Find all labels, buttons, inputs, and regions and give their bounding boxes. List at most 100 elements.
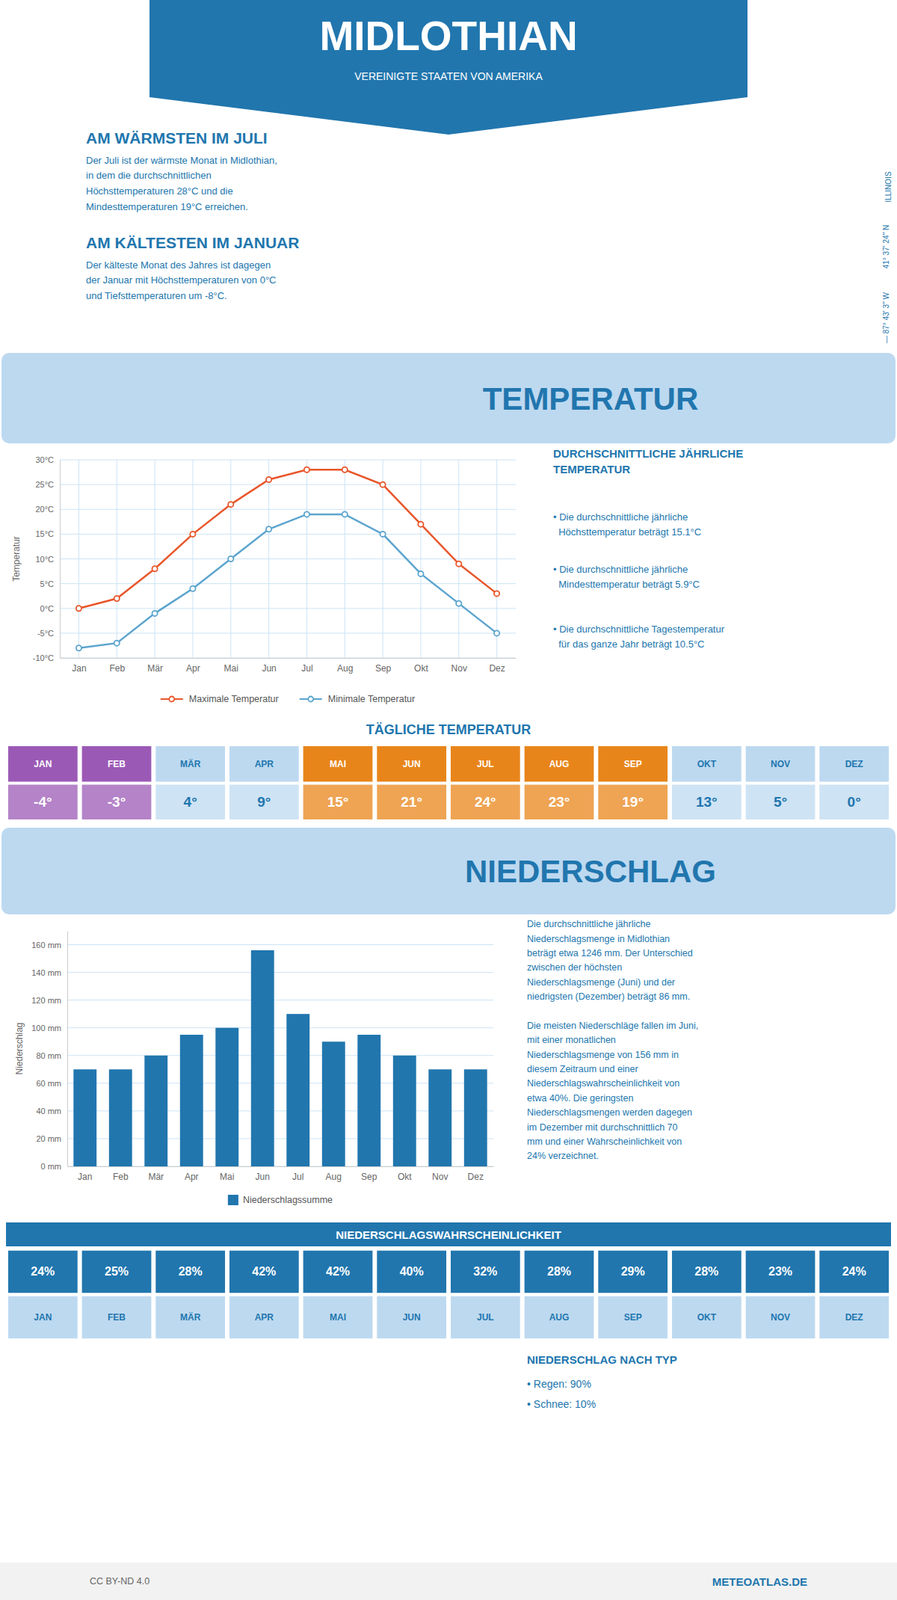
tile-value [8, 784, 78, 821]
text-line: Mindesttemperatur beträgt 5.9°C [553, 578, 700, 590]
text-line: für das ganze Jahr beträgt 10.5°C [553, 638, 705, 650]
tick-label: Mär [148, 1171, 164, 1182]
info-text: Der Juli ist der wärmste Monat in Midlot… [85, 154, 278, 213]
text-line: • Regen: 90% [526, 1377, 592, 1390]
grid-line [67, 1054, 494, 1056]
y-tick: 30°C [35, 455, 60, 465]
data-label: 25% [104, 1264, 129, 1278]
tick-label: 0 mm [41, 1161, 63, 1171]
x-tick: Nov [451, 657, 468, 674]
axis-line [68, 1166, 495, 1167]
text-line: Die durchschnittliche jährliche [526, 918, 651, 930]
data-label: 19° [621, 793, 644, 810]
legend-item: Minimale Temperatur [299, 693, 415, 705]
y-tick: 20 mm [35, 1133, 68, 1143]
tick-label: Apr [186, 663, 201, 674]
plot [67, 930, 494, 1167]
y-tick: 120 mm [31, 995, 68, 1005]
grid-line [420, 459, 421, 658]
tick-label: Aug [337, 663, 353, 674]
x-tick: Okt [414, 657, 429, 674]
y-tick: 15°C [35, 529, 60, 539]
point [379, 482, 385, 488]
point [114, 595, 120, 601]
tile-value [155, 1250, 225, 1294]
coordinates: — 87° 43' 3'' W [882, 291, 891, 344]
tick-label: 15°C [35, 529, 54, 539]
y-axis: 0 mm20 mm40 mm60 mm80 mm100 mm120 mm140 … [31, 931, 68, 1172]
point [455, 561, 462, 567]
text-line: Niederschlagsmenge (Juni) und der [526, 976, 675, 988]
data-label: 21° [400, 793, 423, 810]
tick-label: Jan [71, 663, 86, 674]
stats-heading: DURCHSCHNITTLICHE JÄHRLICHETEMPERATUR [553, 447, 744, 476]
tile-value [672, 1250, 742, 1294]
y-axis: -10°C-5°C0°C5°C10°C15°C20°C25°C30°C [32, 455, 61, 663]
x-tick: Jan [71, 657, 86, 674]
x-tick: Sep [375, 657, 392, 674]
tile-value [82, 1250, 152, 1294]
marks [73, 950, 487, 1167]
data-label: 28% [694, 1264, 719, 1278]
y-axis-title: Temperatur [11, 535, 22, 582]
chart-title: TEMPERATUR [482, 381, 699, 417]
x-tick: Jun [261, 657, 276, 674]
page-title: MIDLOTHIAN [319, 12, 578, 60]
tick-label: Nov [432, 1171, 448, 1182]
tile-header [598, 746, 668, 782]
tick-label: 30°C [35, 455, 54, 465]
tick-label: Aug [325, 1171, 342, 1182]
tile-header [229, 746, 299, 782]
point [189, 531, 196, 537]
bar [464, 1068, 488, 1167]
tile-header [450, 1296, 521, 1339]
tick-label: 10°C [35, 554, 54, 564]
grid-line [59, 558, 516, 560]
grid-line [59, 657, 516, 659]
grid-line [59, 533, 516, 535]
tile-value [746, 1250, 816, 1294]
grid-line [382, 459, 384, 658]
tile-header [524, 746, 595, 782]
legend-item: Maximale Temperatur [160, 693, 279, 705]
x-tick: Jul [301, 657, 313, 674]
tile-header [155, 746, 225, 782]
x-tick: Jan [77, 1166, 92, 1182]
text-line: Niederschlagsmengen werden dagegen [526, 1107, 693, 1118]
tick-label: 120 mm [31, 995, 62, 1005]
precip-text: Die durchschnittliche jährliche Niedersch… [526, 918, 699, 1161]
text-line: Die meisten Niederschläge fallen im Juni… [526, 1020, 699, 1031]
legend-item: Niederschlagssumme [227, 1194, 333, 1205]
data-label: 29% [621, 1264, 646, 1278]
tile-value [303, 1250, 374, 1294]
tile-value [229, 1250, 299, 1294]
y-axis-title: Niederschlag [14, 1021, 25, 1075]
type-bullet: • Schnee: 10% [526, 1397, 596, 1410]
tile-value [376, 784, 447, 821]
data-label: 28% [178, 1264, 203, 1278]
type-bullet: • Regen: 90% [526, 1377, 592, 1390]
tile-value [376, 1250, 447, 1294]
tile-label: FEB [107, 758, 126, 770]
x-tick: Mär [148, 1166, 164, 1182]
y-tick: 140 mm [31, 968, 68, 977]
chart-annotations: DURCHSCHNITTLICHE JÄHRLICHETEMPERATUR• D… [553, 447, 744, 650]
text-line: AM WÄRMSTEN IM JULI [85, 129, 268, 147]
point [227, 556, 234, 562]
grid-line [306, 459, 308, 658]
tick-label: Jan [77, 1171, 92, 1182]
tick-label: 0°C [40, 603, 55, 613]
data-label: 32% [473, 1264, 498, 1278]
y-tick: 60 mm [35, 1078, 68, 1088]
data-label: 42% [251, 1264, 276, 1278]
text-line: mm und einer Wahrscheinlichkeit von [526, 1136, 682, 1147]
tile-header [229, 1296, 299, 1339]
tile-value [450, 1250, 521, 1294]
tile-header [819, 1296, 889, 1339]
point [379, 531, 385, 537]
tile-label: AUG [549, 1311, 570, 1323]
text-line: Der Juli ist der wärmste Monat in Midlot… [85, 154, 278, 166]
x-tick: Aug [337, 657, 353, 674]
data-label: 28% [547, 1264, 572, 1278]
x-tick: Mär [147, 657, 163, 674]
